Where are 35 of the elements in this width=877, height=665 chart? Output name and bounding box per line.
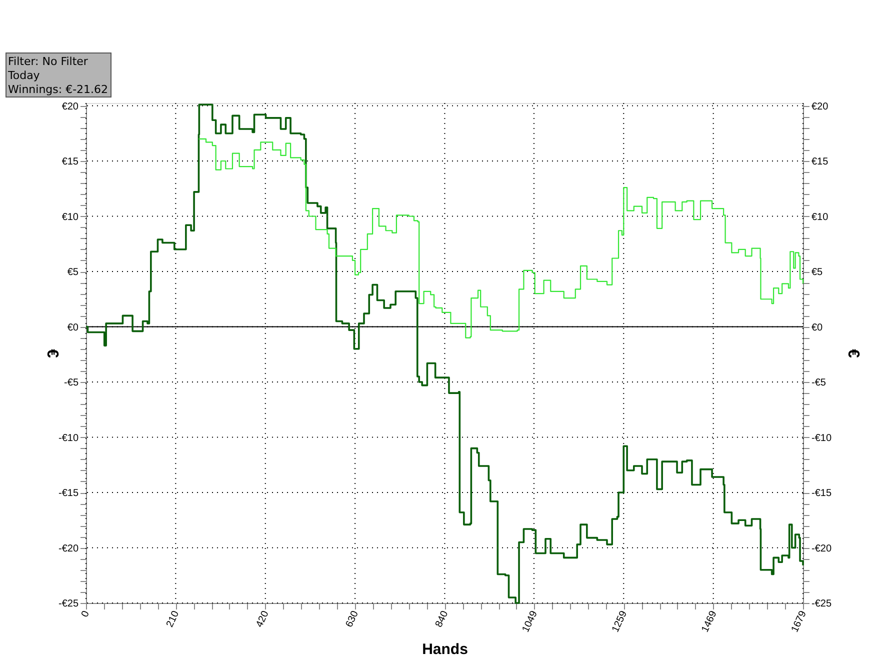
y-tick-label: €5 [67,267,79,278]
x-tick-label: 210 [164,608,182,630]
y-tick-label: €20 [62,101,79,112]
y-tick-label: €15 [62,156,79,168]
y-tick-label: €0 [67,322,79,334]
y2-tick-label: €20 [812,101,829,112]
y-tick-label: -€20 [58,543,79,554]
y2-tick-label: -€5 [812,378,826,389]
x-tick-label: 1259 [610,608,630,634]
text: Winnings: €-21.62 [8,83,108,96]
y2-tick-label: -€20 [812,543,832,554]
y-tick-label: -€5 [64,378,79,389]
x-tick-label: 1049 [520,608,540,634]
x-axis-title: Hands [422,640,468,658]
y-tick-label: -€25 [58,598,79,610]
y2-axis-title: € [844,349,862,358]
y-tick-label: €10 [62,212,79,223]
y2-tick-label: -€25 [812,598,832,610]
y2-tick-label: -€10 [812,432,832,444]
x-tick-label: 1469 [700,608,720,634]
y-tick-label: -€10 [58,432,79,444]
x-tick-label: 0 [80,608,92,620]
y-axis-title: € [43,349,60,358]
y2-tick-label: €10 [812,212,829,223]
x-tick-label: 1679 [790,608,810,634]
x-tick-label: 630 [344,608,362,630]
y2-tick-label: €0 [812,322,824,334]
y2-tick-label: €15 [812,156,829,168]
y2-tick-label: €5 [812,267,824,278]
y-tick-label: -€15 [58,488,79,500]
text: Filter: No Filter [8,55,88,68]
x-tick-label: 420 [254,608,272,630]
y2-tick-label: -€15 [812,488,832,500]
text: Today [7,69,40,82]
x-tick-label: 840 [434,608,451,630]
